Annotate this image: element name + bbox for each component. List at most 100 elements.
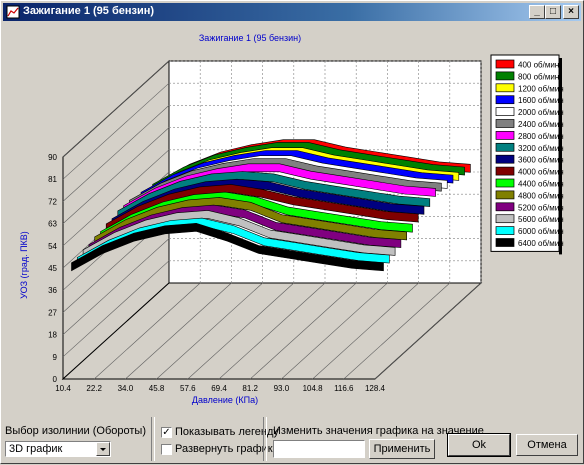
- legend-swatch: [495, 83, 515, 93]
- legend-label: 4400 об/мин: [518, 180, 564, 189]
- close-button[interactable]: ×: [563, 5, 579, 19]
- window-title: Зажигание 1 (95 бензин): [23, 5, 155, 17]
- expand-chart-checkbox[interactable]: [161, 444, 172, 455]
- legend-label: 6000 об/мин: [518, 227, 564, 236]
- title-bar[interactable]: Зажигание 1 (95 бензин) _ □ ×: [3, 3, 581, 21]
- grid-line-floor: [374, 282, 482, 380]
- grid-line-floor: [93, 282, 201, 380]
- separator: [263, 417, 267, 461]
- x-tick-label: 128.4: [365, 384, 386, 393]
- legend-label: 4000 об/мин: [518, 168, 564, 177]
- y-tick-label: 36: [48, 286, 57, 295]
- isoline-select-value: 3D график: [9, 443, 63, 455]
- x-tick-label: 10.4: [55, 384, 71, 393]
- legend-swatch: [495, 238, 515, 247]
- legend-swatch: [495, 59, 515, 69]
- series-band: [71, 222, 384, 272]
- legend-label: 5200 об/мин: [518, 203, 564, 212]
- grid-line-floor: [156, 282, 263, 380]
- y-tick-label: 81: [48, 175, 57, 184]
- y-tick-label: 18: [48, 331, 57, 340]
- legend-swatch: [495, 166, 515, 176]
- legend-shadow: [559, 58, 562, 255]
- grid-line-floor: [187, 282, 295, 380]
- y-tick-label: 0: [53, 375, 58, 384]
- maximize-button[interactable]: □: [545, 5, 561, 19]
- chart-area: 0 9 18 27 36 45 54 63 72 81 90 10.4 22.2 34.0 45.8 57.6…: [5, 25, 581, 410]
- x-tick-label: 81.2: [242, 384, 258, 393]
- grid-line-left: [62, 238, 170, 335]
- x-tick-label: 45.8: [149, 384, 165, 393]
- cancel-button[interactable]: Отмена: [516, 434, 578, 456]
- legend-label: 2000 об/мин: [518, 108, 564, 117]
- grid-line-left: [62, 127, 170, 224]
- legend-label: 2400 об/мин: [518, 120, 564, 129]
- legend-swatch: [495, 214, 515, 224]
- grid-line-floor: [312, 282, 419, 380]
- y-tick-label: 9: [53, 353, 58, 362]
- grid-line-floor: [343, 282, 451, 380]
- x-tick-label: 116.6: [334, 384, 354, 393]
- legend-swatch: [495, 190, 515, 200]
- chevron-down-icon[interactable]: [96, 442, 110, 456]
- legend-swatch: [495, 131, 515, 140]
- bottom-panel: Выбор изолинии (Обороты) 3D график ✓ Пок…: [1, 413, 584, 465]
- legend-swatch: [495, 178, 515, 188]
- show-legend-label[interactable]: Показывать легенду: [175, 426, 279, 438]
- legend-swatch: [495, 95, 515, 105]
- legend-swatch: [495, 119, 515, 128]
- legend-label: 3200 об/мин: [518, 144, 564, 153]
- separator: [151, 417, 155, 461]
- x-tick-label: 104.8: [303, 384, 324, 393]
- change-value-input[interactable]: [273, 440, 365, 458]
- chart-series: [71, 139, 471, 272]
- grid-line-left: [62, 149, 170, 247]
- expand-chart-label[interactable]: Развернуть график: [175, 443, 273, 455]
- chart-svg[interactable]: 0 9 18 27 36 45 54 63 72 81 90 10.4 22.2 34.0 45.8 57.6…: [5, 25, 581, 410]
- grid-line-left: [62, 60, 170, 158]
- ok-button[interactable]: Ok: [447, 433, 511, 457]
- x-tick-label: 93.0: [274, 384, 290, 393]
- chart-legend: 400 об/мин 800 об/мин 1200 об/мин 1600 об/м…: [490, 54, 564, 255]
- legend-label: 3600 об/мин: [518, 156, 564, 165]
- legend-label: 800 об/мин: [518, 72, 559, 81]
- y-tick-label: 72: [48, 197, 57, 206]
- grid-line-floor: [218, 282, 326, 380]
- y-tick-label: 27: [48, 308, 57, 317]
- apply-button[interactable]: Применить: [369, 439, 435, 459]
- y-axis-title: УОЗ (град. ПКВ): [19, 231, 29, 299]
- x-tick-label: 22.2: [86, 384, 102, 393]
- legend-label: 4800 об/мин: [518, 191, 564, 200]
- legend-swatch: [495, 71, 515, 81]
- legend-swatch: [495, 107, 515, 116]
- y-tick-label: 45: [48, 264, 57, 273]
- grid-line-left: [62, 82, 170, 180]
- x-axis-title: Давление (КПа): [192, 395, 258, 405]
- y-tick-label: 54: [48, 242, 57, 251]
- x-tick-label: 34.0: [118, 384, 134, 393]
- show-legend-checkbox[interactable]: ✓: [161, 427, 172, 438]
- minimize-button[interactable]: _: [529, 5, 545, 19]
- legend-swatch: [495, 142, 515, 152]
- grid-line-floor: [249, 282, 357, 380]
- grid-line-floor: [125, 282, 232, 380]
- legend-swatch: [495, 154, 515, 164]
- y-tick-label: 90: [48, 153, 57, 162]
- chart-ticks: 0 9 18 27 36 45 54 63 72 81 90 10.4 22.2 34.0 45.8 57.6…: [48, 153, 385, 393]
- x-tick-label: 57.6: [180, 384, 196, 393]
- app-icon: [6, 5, 20, 19]
- legend-label: 2800 об/мин: [518, 132, 564, 141]
- legend-label: 1600 об/мин: [518, 96, 564, 105]
- x-tick-label: 69.4: [211, 384, 227, 393]
- change-value-label: Изменить значения графика на значение: [273, 425, 484, 437]
- y-tick-label: 63: [48, 220, 57, 229]
- checkmark-icon: ✓: [162, 427, 171, 438]
- grid-line-floor: [281, 282, 388, 380]
- legend-label: 6400 об/мин: [518, 239, 564, 248]
- legend-swatch: [495, 226, 515, 235]
- isoline-select[interactable]: 3D график: [5, 441, 111, 457]
- legend-label: 1200 об/мин: [518, 84, 564, 93]
- isoline-label: Выбор изолинии (Обороты): [5, 425, 146, 437]
- grid-line-left: [62, 105, 170, 202]
